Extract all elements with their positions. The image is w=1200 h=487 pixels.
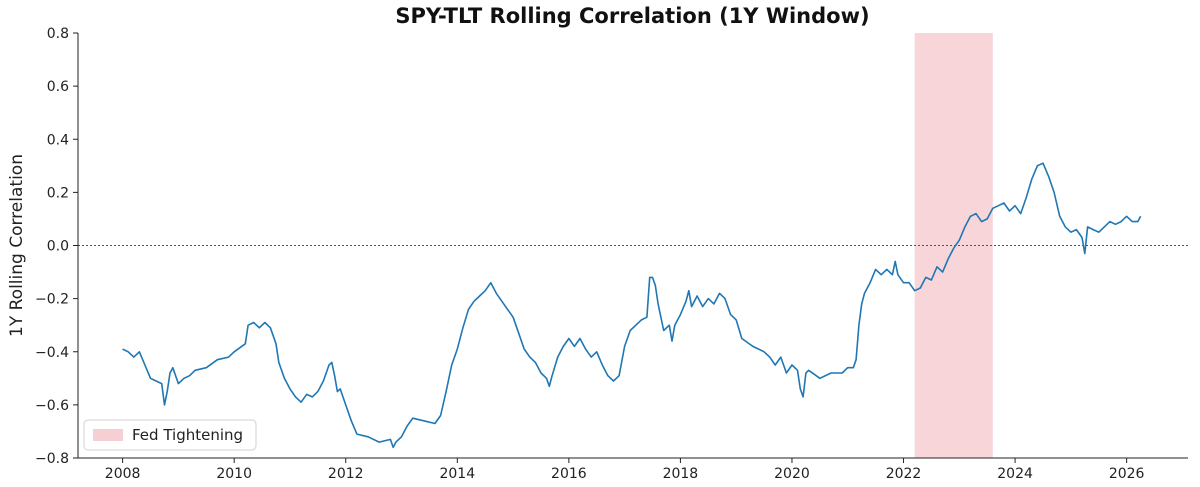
series-line xyxy=(122,162,1142,449)
y-tick-label: −0.6 xyxy=(35,398,69,414)
y-tick-label: −0.4 xyxy=(35,345,69,361)
y-axis-ticks: 0.8 0.6 0.4 0.2 0.0 −0.2 −0.4 −0.6 −0.8 xyxy=(35,26,78,467)
x-tick-label: 2026 xyxy=(1109,466,1145,482)
axes xyxy=(77,33,1188,459)
x-axis-ticks: 2008 2010 2012 2014 2016 2018 2020 2022 2024 2026 xyxy=(105,458,1145,482)
x-tick-label: 2022 xyxy=(886,466,922,482)
y-tick-label: 0.0 xyxy=(47,239,69,255)
x-tick-label: 2018 xyxy=(663,466,699,482)
y-tick-label: 0.2 xyxy=(47,185,69,201)
y-tick-label: −0.2 xyxy=(35,292,69,308)
legend-swatch xyxy=(93,429,123,441)
x-tick-label: 2020 xyxy=(774,466,810,482)
chart-title: SPY-TLT Rolling Correlation (1Y Window) xyxy=(395,4,870,28)
y-tick-label: 0.8 xyxy=(47,26,69,42)
series-lines xyxy=(122,162,1142,449)
legend-box xyxy=(83,419,257,451)
legend-label: Fed Tightening xyxy=(132,426,243,444)
y-tick-label: 0.6 xyxy=(47,79,69,95)
x-tick-label: 2008 xyxy=(105,466,141,482)
x-tick-label: 2014 xyxy=(439,466,475,482)
x-tick-label: 2024 xyxy=(997,466,1033,482)
x-tick-label: 2016 xyxy=(551,466,587,482)
x-tick-label: 2012 xyxy=(328,466,364,482)
legend: Fed Tightening xyxy=(83,419,257,451)
y-tick-label: 0.4 xyxy=(47,132,69,148)
x-tick-label: 2010 xyxy=(216,466,252,482)
y-tick-label: −0.8 xyxy=(35,451,69,467)
y-axis-label: 1Y Rolling Correlation xyxy=(7,154,27,337)
